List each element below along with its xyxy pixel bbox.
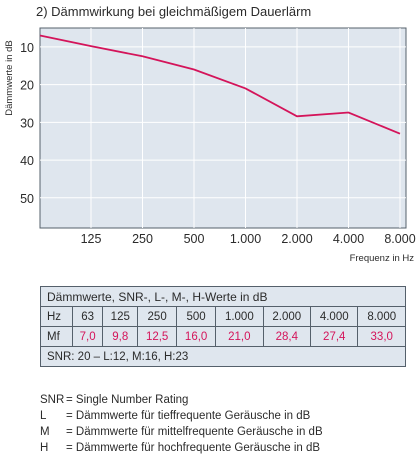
hz-cell: 500 bbox=[176, 306, 217, 327]
legend-row: L = Dämmwerte für tieffrequente Geräusch… bbox=[40, 408, 323, 424]
x-tick-label: 1.000 bbox=[230, 232, 261, 246]
mf-cell: 33,0 bbox=[357, 326, 406, 347]
abbreviation-legend: SNR = Single Number Rating L = Dämmwerte… bbox=[40, 392, 323, 456]
hz-cell: 63 bbox=[71, 306, 104, 327]
grid-lines bbox=[40, 28, 406, 228]
y-axis-label: Dämmwerte in dB bbox=[4, 40, 15, 116]
hz-cell: 250 bbox=[137, 306, 178, 327]
x-tick-labels: 125 250 500 1.000 2.000 4.000 8.000 bbox=[81, 232, 416, 246]
y-tick-label: 50 bbox=[20, 192, 34, 206]
hz-cell: 8.000 bbox=[357, 306, 406, 327]
legend-abbr: H bbox=[40, 442, 49, 454]
y-tick-label: 30 bbox=[20, 116, 34, 130]
legend-text: = Dämmwerte für hochfrequente Geräusche … bbox=[66, 442, 321, 454]
chart-title: 2) Dämmwirkung bei gleichmäßigem Dauerlä… bbox=[36, 4, 312, 19]
mf-row: Mf 7,0 9,8 12,5 16,0 21,0 28,4 27,4 33,0 bbox=[40, 326, 406, 347]
x-tick-label: 4.000 bbox=[333, 232, 364, 246]
x-tick-label: 250 bbox=[132, 232, 153, 246]
x-tick-label: 8.000 bbox=[384, 232, 415, 246]
mf-cell: 16,0 bbox=[176, 326, 217, 347]
table-header: Dämmwerte, SNR-, L-, M-, H-Werte in dB bbox=[40, 286, 406, 307]
y-tick-label: 20 bbox=[20, 79, 34, 93]
legend-row: M = Dämmwerte für mittelfrequente Geräus… bbox=[40, 424, 323, 440]
hz-row-label: Hz bbox=[40, 306, 73, 327]
legend-abbr: M bbox=[40, 426, 50, 438]
snr-line: SNR: 20 – L:12, M:16, H:23 bbox=[40, 346, 406, 367]
legend-row: H = Dämmwerte für hochfrequente Geräusch… bbox=[40, 440, 323, 456]
x-tick-label: 500 bbox=[184, 232, 205, 246]
legend-row: SNR = Single Number Rating bbox=[40, 392, 323, 408]
x-tick-label: 2.000 bbox=[281, 232, 312, 246]
hz-cell: 1.000 bbox=[215, 306, 264, 327]
attenuation-chart: 10 20 30 40 50 125 250 500 1.000 2.000 4.000 8.000… bbox=[4, 27, 416, 264]
hz-row: Hz 63 125 250 500 1.000 2.000 4.000 8.00… bbox=[40, 306, 406, 327]
hz-cell: 4.000 bbox=[310, 306, 359, 327]
y-tick-label: 10 bbox=[20, 41, 34, 55]
mf-row-label: Mf bbox=[40, 326, 73, 347]
series-line bbox=[39, 34, 401, 135]
hz-cell: 2.000 bbox=[262, 306, 312, 327]
y-tick-labels: 10 20 30 40 50 bbox=[20, 41, 34, 206]
mf-cell: 7,0 bbox=[71, 326, 104, 347]
mf-cell: 27,4 bbox=[310, 326, 359, 347]
x-tick-label: 125 bbox=[81, 232, 102, 246]
legend-abbr: L bbox=[40, 410, 47, 422]
hz-cell: 125 bbox=[102, 306, 139, 327]
legend-abbr: SNR bbox=[40, 394, 65, 406]
mf-cell: 28,4 bbox=[262, 326, 312, 347]
legend-text: = Dämmwerte für mittelfrequente Geräusch… bbox=[66, 426, 323, 438]
attenuation-table: Dämmwerte, SNR-, L-, M-, H-Werte in dB H… bbox=[40, 286, 406, 367]
legend-text: = Single Number Rating bbox=[66, 394, 189, 406]
y-tick-label: 40 bbox=[20, 154, 34, 168]
legend-text: = Dämmwerte für tieffrequente Geräusche … bbox=[66, 410, 311, 422]
series-lines bbox=[39, 34, 401, 135]
mf-cell: 21,0 bbox=[215, 326, 264, 347]
mf-cell: 9,8 bbox=[102, 326, 139, 347]
mf-cell: 12,5 bbox=[137, 326, 178, 347]
plot-area bbox=[39, 27, 407, 229]
x-axis-label: Frequenz in Hz bbox=[350, 253, 415, 264]
